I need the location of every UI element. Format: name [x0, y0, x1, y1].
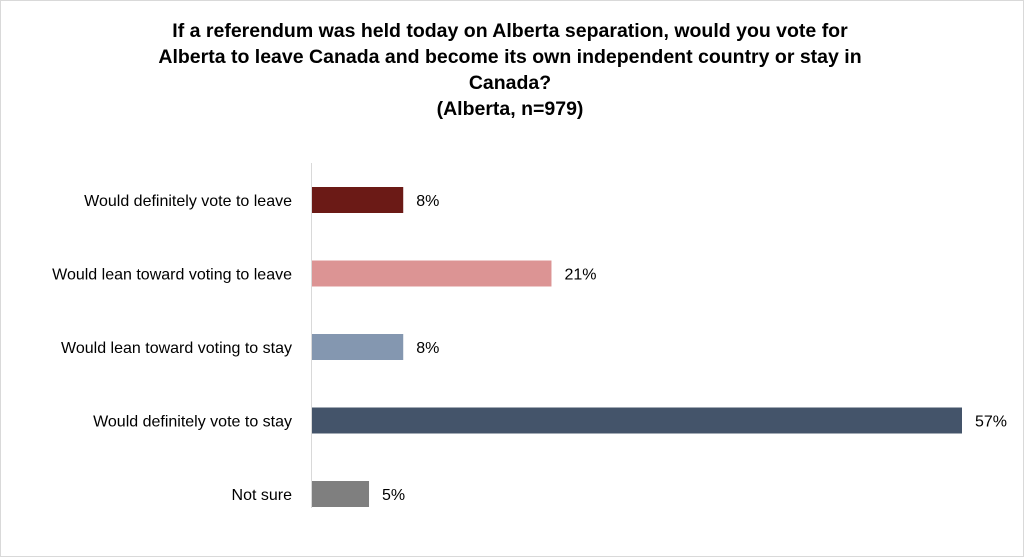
- bar-4: [312, 481, 370, 507]
- value-label-1: 21%: [564, 267, 596, 284]
- bars-group: Would definitely vote to leave 8% Would le…: [52, 187, 1007, 507]
- category-label-0: Would definitely vote to leave: [84, 193, 292, 210]
- bar-3: [312, 407, 962, 434]
- value-label-4: 5%: [382, 487, 405, 504]
- bar-2: [312, 334, 404, 360]
- chart-title-line-1: If a referendum was held today on Albert…: [172, 20, 848, 42]
- chart-title-line-2: Alberta to leave Canada and become its o…: [158, 46, 862, 68]
- value-label-2: 8%: [416, 340, 439, 357]
- value-label-0: 8%: [416, 193, 439, 210]
- category-label-2: Would lean toward voting to stay: [61, 340, 292, 357]
- bar-1: [312, 260, 552, 287]
- category-label-1: Would lean toward voting to leave: [52, 267, 292, 284]
- category-label-4: Not sure: [232, 487, 293, 504]
- category-label-3: Would definitely vote to stay: [93, 414, 292, 431]
- bar-0: [312, 187, 404, 213]
- chart-title: If a referendum was held today on Albert…: [90, 18, 930, 122]
- chart-title-line-3: Canada?: [468, 72, 552, 94]
- value-label-3: 57%: [975, 414, 1007, 431]
- chart-title-line-4: (Alberta, n=979): [436, 98, 584, 120]
